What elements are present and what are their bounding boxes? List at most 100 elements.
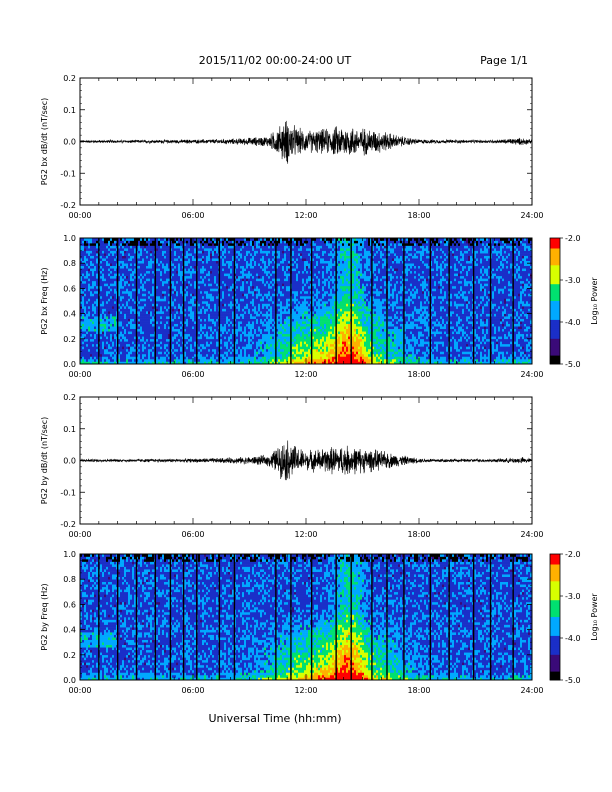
- heatmap-cell: [138, 263, 141, 267]
- heatmap-cell: [194, 358, 197, 362]
- heatmap-cell: [250, 283, 253, 287]
- heatmap-cell: [174, 323, 177, 327]
- heatmap-cell: [212, 343, 215, 347]
- heatmap-cell: [118, 323, 121, 327]
- heatmap-cell: [150, 326, 153, 330]
- heatmap-cell: [120, 316, 123, 319]
- heatmap-cell: [132, 333, 135, 337]
- heatmap-cell: [238, 321, 241, 324]
- heatmap-cell: [148, 240, 151, 244]
- heatmap-cell: [204, 273, 207, 277]
- heatmap-cell: [104, 295, 107, 299]
- heatmap-cell: [224, 351, 227, 355]
- heatmap-cell: [240, 243, 243, 246]
- heatmap-cell: [100, 280, 103, 284]
- heatmap-cell: [250, 268, 253, 272]
- heatmap-cell: [178, 361, 181, 365]
- heatmap-cell: [178, 333, 181, 337]
- heatmap-cell: [236, 338, 239, 342]
- heatmap-cell: [184, 273, 187, 277]
- heatmap-cell: [80, 238, 83, 241]
- heatmap-cell: [124, 333, 127, 337]
- heatmap-cell: [152, 250, 155, 254]
- heatmap-cell: [168, 328, 171, 332]
- heatmap-cell: [186, 255, 189, 259]
- heatmap-cell: [96, 298, 99, 302]
- heatmap-cell: [102, 358, 105, 362]
- heatmap-cell: [96, 290, 99, 294]
- heatmap-cell: [244, 265, 247, 269]
- heatmap-cell: [162, 275, 165, 279]
- heatmap-cell: [158, 288, 161, 292]
- heatmap-cell: [158, 285, 161, 289]
- heatmap-cell: [238, 283, 241, 287]
- heatmap-cell: [224, 353, 227, 357]
- heatmap-cell: [152, 288, 155, 292]
- heatmap-cell: [180, 255, 183, 259]
- heatmap-cell: [130, 358, 133, 362]
- heatmap-cell: [212, 336, 215, 340]
- heatmap-cell: [200, 263, 203, 267]
- heatmap-cell: [102, 293, 105, 297]
- heatmap-cell: [202, 288, 205, 292]
- heatmap-cell: [224, 270, 227, 274]
- heatmap-cell: [108, 341, 111, 345]
- heatmap-cell: [138, 323, 141, 327]
- heatmap-cell: [90, 346, 93, 350]
- heatmap-cell: [212, 353, 215, 357]
- heatmap-cell: [82, 290, 85, 294]
- heatmap-cell: [86, 343, 89, 347]
- heatmap-cell: [80, 301, 83, 304]
- heatmap-cell: [256, 328, 259, 332]
- heatmap-cell: [252, 353, 255, 357]
- heatmap-cell: [88, 290, 91, 294]
- heatmap-cell: [174, 361, 177, 365]
- heatmap-cell: [274, 328, 277, 332]
- heatmap-cell: [228, 308, 231, 312]
- heatmap-cell: [266, 326, 269, 330]
- heatmap-cell: [248, 250, 251, 254]
- heatmap-cell: [230, 283, 233, 287]
- heatmap-cell: [174, 293, 177, 297]
- heatmap-cell: [234, 238, 237, 241]
- heatmap-cell: [96, 356, 99, 360]
- heatmap-cell: [256, 293, 259, 297]
- heatmap-cell: [226, 313, 229, 317]
- heatmap-cell: [178, 356, 181, 360]
- heatmap-cell: [164, 268, 167, 272]
- heatmap-cell: [112, 311, 115, 314]
- heatmap-cell: [152, 346, 155, 350]
- heatmap-cell: [122, 258, 125, 261]
- heatmap-cell: [178, 358, 181, 362]
- heatmap-cell: [200, 298, 203, 302]
- heatmap-cell: [192, 303, 195, 307]
- heatmap-cell: [190, 323, 193, 327]
- heatmap-cell: [178, 245, 181, 249]
- heatmap-cell: [144, 306, 147, 309]
- heatmap-cell: [82, 328, 85, 332]
- heatmap-cell: [152, 316, 155, 319]
- heatmap-cell: [258, 283, 261, 287]
- heatmap-cell: [202, 245, 205, 249]
- heatmap-cell: [180, 250, 183, 254]
- heatmap-cell: [178, 275, 181, 279]
- heatmap-cell: [224, 318, 227, 322]
- heatmap-cell: [104, 333, 107, 337]
- heatmap-cell: [180, 303, 183, 307]
- heatmap-cell: [174, 328, 177, 332]
- heatmap-cell: [158, 265, 161, 269]
- heatmap-cell: [94, 358, 97, 362]
- heatmap-cell: [178, 308, 181, 312]
- heatmap-cell: [82, 255, 85, 259]
- heatmap-cell: [104, 285, 107, 289]
- heatmap-cell: [146, 248, 149, 251]
- heatmap-cell: [256, 245, 259, 249]
- heatmap-cell: [156, 306, 159, 309]
- heatmap-cell: [172, 308, 175, 312]
- heatmap-cell: [180, 328, 183, 332]
- heatmap-cell: [234, 348, 237, 352]
- heatmap-cell: [268, 321, 271, 324]
- heatmap-cell: [204, 278, 207, 282]
- heatmap-cell: [226, 260, 229, 264]
- heatmap-cell: [250, 298, 253, 302]
